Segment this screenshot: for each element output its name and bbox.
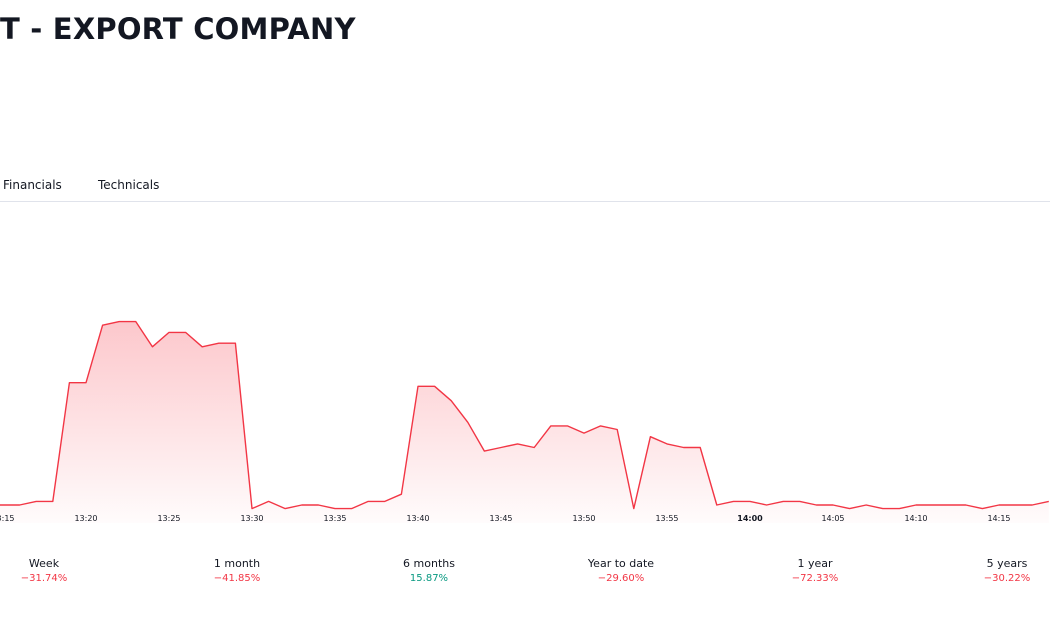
perf-value: 15.87%	[409, 573, 449, 584]
perf-week[interactable]: Week −31.74%	[14, 557, 74, 584]
x-axis-ticks: 13:15 13:20 13:25 13:30 13:35 13:40 13:45 13:50…	[0, 514, 1011, 523]
perf-6-months[interactable]: 6 months 15.87%	[384, 557, 474, 584]
tab-financials[interactable]: Financials	[3, 178, 62, 192]
perf-label: 5 years	[986, 557, 1028, 570]
x-tick-label: 13:35	[323, 514, 346, 523]
perf-label: Week	[28, 557, 60, 570]
x-tick-label: 14:10	[904, 514, 927, 523]
tab-technicals[interactable]: Technicals	[98, 178, 160, 192]
perf-1-year[interactable]: 1 year −72.33%	[775, 557, 855, 584]
perf-label: 1 year	[797, 557, 833, 570]
perf-value: −30.22%	[983, 573, 1031, 584]
perf-year-to-date[interactable]: Year to date −29.60%	[571, 557, 671, 584]
tab-divider	[0, 201, 1050, 202]
x-tick-label: 13:55	[655, 514, 678, 523]
perf-label: 6 months	[403, 557, 455, 570]
x-tick-label: 13:40	[406, 514, 429, 523]
price-line	[0, 320, 1049, 510]
price-area	[0, 321, 1049, 523]
price-chart[interactable]: 13:15 13:20 13:25 13:30 13:35 13:40 13:45 13:50…	[0, 202, 1050, 532]
x-tick-label: 14:15	[987, 514, 1010, 523]
x-tick-label: 13:15	[0, 514, 15, 523]
perf-value: −72.33%	[791, 573, 839, 584]
perf-5-years[interactable]: 5 years −30.22%	[977, 557, 1037, 584]
perf-value: −31.74%	[20, 573, 68, 584]
perf-value: −29.60%	[597, 573, 645, 584]
perf-label: 1 month	[213, 557, 261, 570]
perf-value: −41.85%	[213, 573, 261, 584]
x-tick-label: 14:00	[737, 514, 763, 523]
performance-bar: Week −31.74% 1 month −41.85% 6 months 15…	[0, 557, 1050, 597]
x-tick-label: 13:20	[74, 514, 97, 523]
x-tick-label: 14:05	[821, 514, 844, 523]
page-title: T - EXPORT COMPANY	[0, 12, 356, 46]
perf-label: Year to date	[587, 557, 655, 570]
x-tick-label: 13:25	[157, 514, 180, 523]
perf-1-month[interactable]: 1 month −41.85%	[197, 557, 277, 584]
x-tick-label: 13:50	[572, 514, 595, 523]
x-tick-label: 13:45	[489, 514, 512, 523]
x-tick-label: 13:30	[240, 514, 263, 523]
